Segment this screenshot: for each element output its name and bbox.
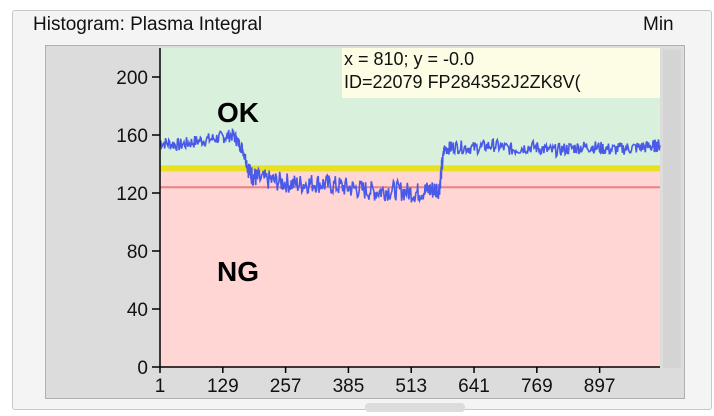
y-tick-label: 200	[116, 68, 148, 89]
x-tick-label: 641	[458, 376, 490, 397]
y-tick-label: 160	[116, 126, 148, 147]
data-series-line	[159, 128, 661, 204]
cursor-readout: x = 810; y = -0.0 ID=22079 FP284352J2ZK8…	[342, 48, 660, 98]
y-tick-label: 40	[127, 300, 148, 321]
y-tick-label: 120	[116, 184, 148, 205]
ok-zone-label: OK	[217, 97, 259, 128]
x-tick-label: 1	[155, 376, 166, 397]
panel-title: Histogram: Plasma Integral	[33, 14, 263, 35]
readout-coordinates: x = 810; y = -0.0	[344, 49, 475, 69]
y-tick-label: 0	[137, 358, 148, 379]
horizontal-scrollbar-thumb[interactable]	[365, 403, 465, 412]
panel-header: Histogram: Plasma Integral Min	[0, 0, 714, 36]
x-tick-label: 897	[584, 376, 616, 397]
ng-zone	[160, 168, 660, 367]
min-button[interactable]: Min	[643, 14, 674, 35]
ng-zone-label: NG	[217, 256, 259, 287]
vertical-scrollbar[interactable]	[663, 50, 681, 368]
y-tick-label: 80	[127, 242, 148, 263]
x-tick-label: 769	[521, 376, 553, 397]
x-tick-label: 513	[395, 376, 427, 397]
readout-id: ID=22079 FP284352J2ZK8V(	[344, 72, 581, 92]
x-tick-label: 257	[270, 376, 302, 397]
x-tick-label: 129	[207, 376, 239, 397]
x-tick-label: 385	[333, 376, 365, 397]
